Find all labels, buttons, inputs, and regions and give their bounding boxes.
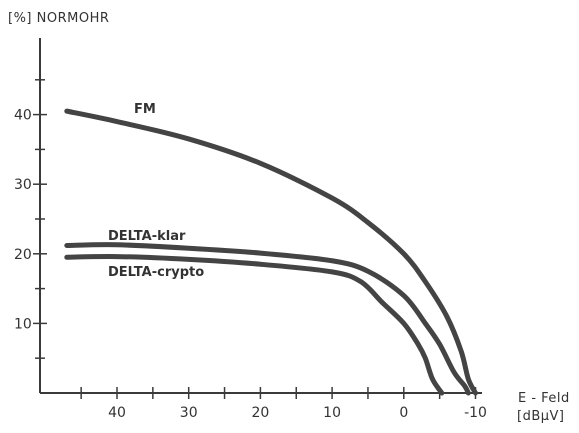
y-axis-title: [%] NORMOHR [8, 11, 109, 26]
x-axis-unit: [dBµV] [517, 409, 564, 424]
x-tick-label: 0 [399, 405, 408, 421]
y-tick-label: 40 [14, 108, 32, 124]
series-line-delta-crypto [64, 254, 445, 396]
tick-marks [33, 79, 477, 399]
series-layer [64, 108, 478, 396]
x-axis-title: E - Feld [518, 391, 570, 406]
y-tick-label: 10 [14, 316, 32, 332]
y-tick-label: 20 [14, 247, 32, 263]
series-line-delta-klar [64, 242, 471, 396]
y-tick-label: 30 [14, 177, 32, 193]
x-tick-label: 20 [251, 405, 269, 421]
series-label: DELTA-crypto [108, 265, 204, 280]
series-labels: FM DELTA-klar DELTA-crypto [108, 102, 204, 280]
x-tick-label: 10 [323, 405, 341, 421]
series-label: DELTA-klar [108, 229, 186, 244]
x-tick-label: 40 [108, 405, 126, 421]
tick-labels: 10 20 30 40 40 30 20 10 0 -10 [14, 108, 487, 421]
x-tick-label: -10 [464, 405, 487, 421]
series-line-fm [64, 108, 478, 396]
series-label: FM [134, 102, 156, 117]
x-tick-label: 30 [180, 405, 198, 421]
